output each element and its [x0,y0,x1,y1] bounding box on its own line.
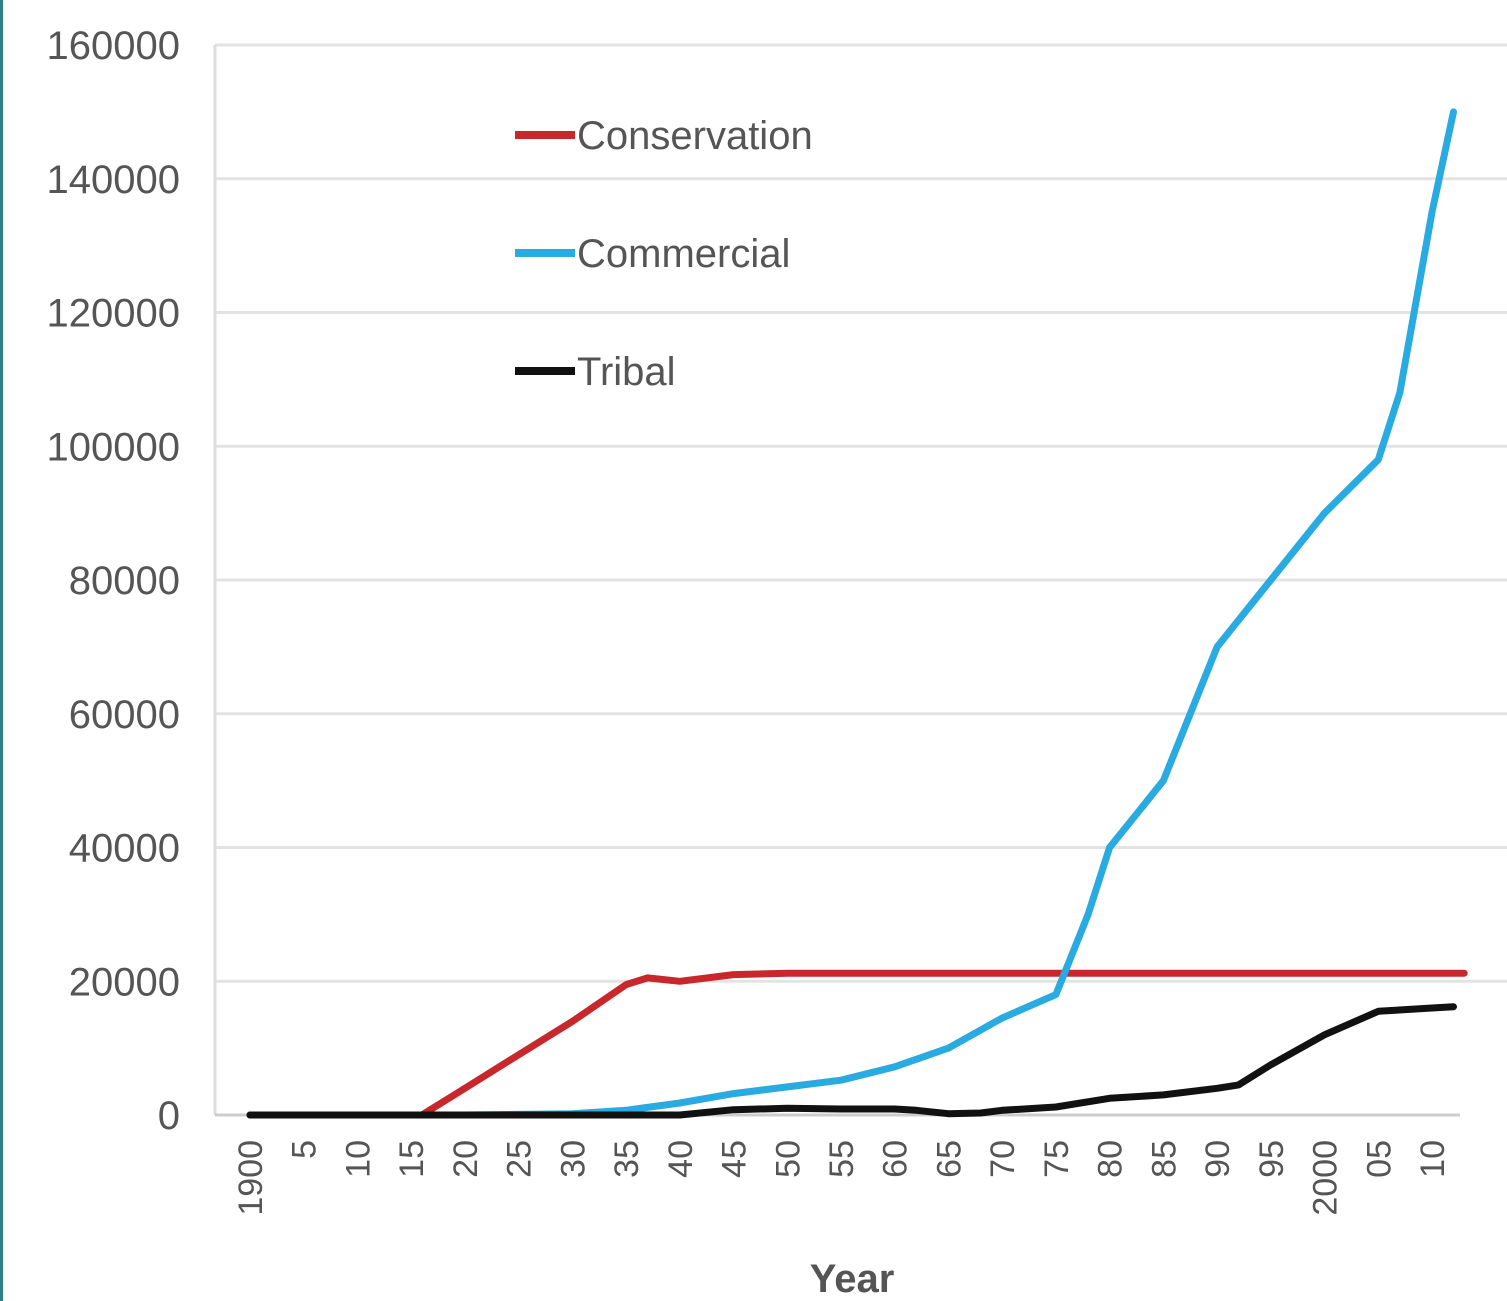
series-line-conservation [246,969,1468,1119]
y-axis-tick-labels: 0 20000 40000 60000 80000 100000 120000 140000 1… [47,24,180,1138]
x-tick-label: 20 [447,1140,485,1178]
y-tick-label: 160000 [47,24,180,68]
legend-label-commercial: Commercial [577,232,790,276]
legend-label-conservation: Conservation [577,114,813,158]
y-tick-label: 100000 [47,425,180,469]
legend-label-tribal: Tribal [577,350,676,394]
x-tick-label: 70 [984,1140,1022,1178]
x-tick-label: 90 [1199,1140,1237,1178]
x-tick-label: 5 [286,1140,324,1159]
series-line-commercial [246,108,1457,1119]
x-tick-label: 80 [1092,1140,1130,1178]
x-tick-label: 05 [1360,1140,1398,1178]
gridlines [215,43,1507,983]
x-tick-label: 55 [823,1140,861,1178]
x-tick-label: 45 [716,1140,754,1178]
x-tick-label: 35 [608,1140,646,1178]
y-tick-label: 140000 [47,158,180,202]
x-tick-label: 65 [930,1140,968,1178]
x-tick-label: 10 [339,1140,377,1178]
x-tick-label: 10 [1414,1140,1452,1178]
series-line-tribal [246,1003,1457,1119]
y-tick-label: 20000 [69,960,180,1004]
x-axis-title: Year [810,1257,895,1301]
x-tick-label: 85 [1145,1140,1183,1178]
x-tick-label: 40 [662,1140,700,1178]
y-tick-label: 60000 [69,693,180,737]
x-tick-label: 1900 [232,1140,270,1216]
y-tick-label: 120000 [47,292,180,336]
y-tick-label: 40000 [69,827,180,871]
series-lines [246,108,1468,1119]
x-tick-label: 2000 [1307,1140,1345,1216]
x-tick-label: 95 [1253,1140,1291,1178]
x-tick-label: 50 [769,1140,807,1178]
legend: Conservation Commercial Tribal [515,114,813,394]
x-tick-label: 15 [393,1140,431,1178]
y-tick-label: 0 [158,1094,180,1138]
x-tick-label: 30 [554,1140,592,1178]
x-tick-label: 60 [877,1140,915,1178]
x-tick-label: 75 [1038,1140,1076,1178]
x-tick-label: 25 [501,1140,539,1178]
y-tick-label: 80000 [69,559,180,603]
frame-edge [0,0,3,1301]
x-axis-tick-labels: 1900 5 10 15 20 25 30 35 40 45 50 55 60 65 70 75 80 85 90 9… [232,1140,1452,1216]
